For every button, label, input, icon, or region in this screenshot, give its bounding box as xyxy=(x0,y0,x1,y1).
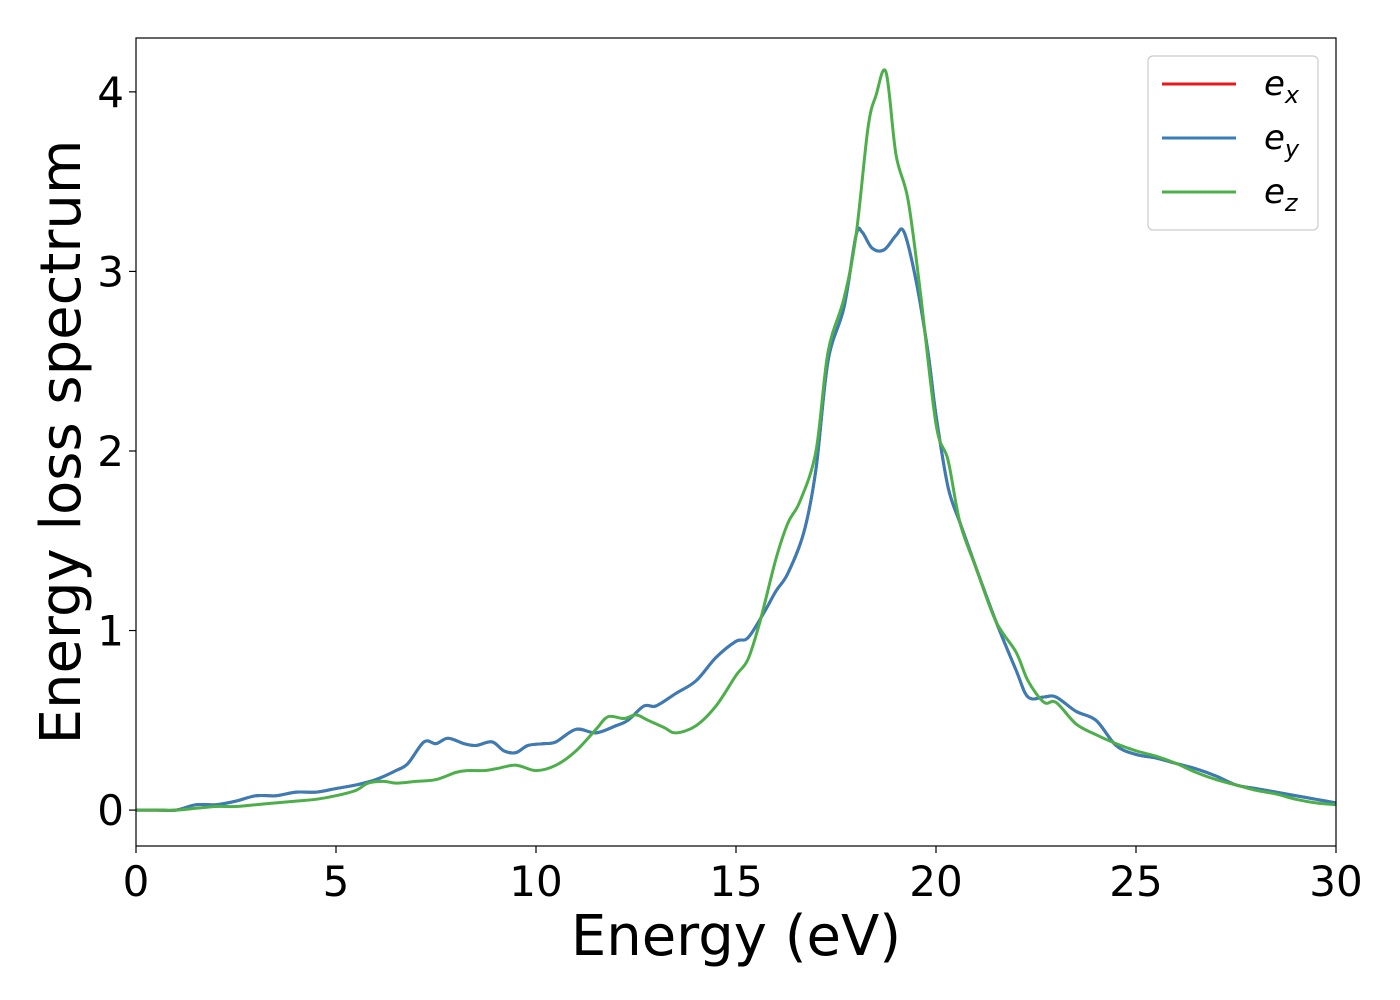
axis-ticks: 0 5 10 15 20 25 30 0 1 2 3 4 xyxy=(97,68,1362,906)
x-tick-label: 20 xyxy=(909,857,962,906)
x-tick-label: 5 xyxy=(323,857,350,906)
legend-entry-e-z: ez xyxy=(1162,172,1299,217)
legend-label-main: e xyxy=(1264,118,1285,158)
legend-label-main: e xyxy=(1264,64,1285,104)
legend-label-subscript: y xyxy=(1284,135,1300,163)
series-line-e-y xyxy=(136,226,1336,812)
x-tick-label: 25 xyxy=(1109,857,1162,906)
x-tick-label: 0 xyxy=(123,857,150,906)
legend-box xyxy=(1147,55,1319,231)
x-tick-label: 10 xyxy=(509,857,562,906)
x-tick-label: 30 xyxy=(1309,857,1362,906)
legend-label: ex xyxy=(1264,64,1300,109)
series-line-e-x xyxy=(136,226,1336,812)
legend-label-subscript: z xyxy=(1284,189,1299,217)
x-axis-label: Energy (eV) xyxy=(571,904,901,969)
x-tick-label: 15 xyxy=(709,857,762,906)
y-tick-label: 3 xyxy=(97,247,124,296)
series-lines xyxy=(136,68,1336,812)
y-tick-label: 0 xyxy=(97,786,124,835)
legend-label-subscript: x xyxy=(1284,81,1300,109)
legend-label-main: e xyxy=(1264,172,1285,212)
legend-entry-e-y: ey xyxy=(1162,118,1300,163)
legend-label: ey xyxy=(1264,118,1300,163)
y-tick-label: 1 xyxy=(97,607,124,656)
y-axis-label: Energy loss spectrum xyxy=(29,140,94,745)
legend-entry-e-x: ex xyxy=(1162,64,1300,109)
series-line-e-z xyxy=(136,68,1336,812)
y-tick-label: 2 xyxy=(97,427,124,476)
legend-label: ez xyxy=(1264,172,1299,217)
y-tick-label: 4 xyxy=(97,68,124,117)
